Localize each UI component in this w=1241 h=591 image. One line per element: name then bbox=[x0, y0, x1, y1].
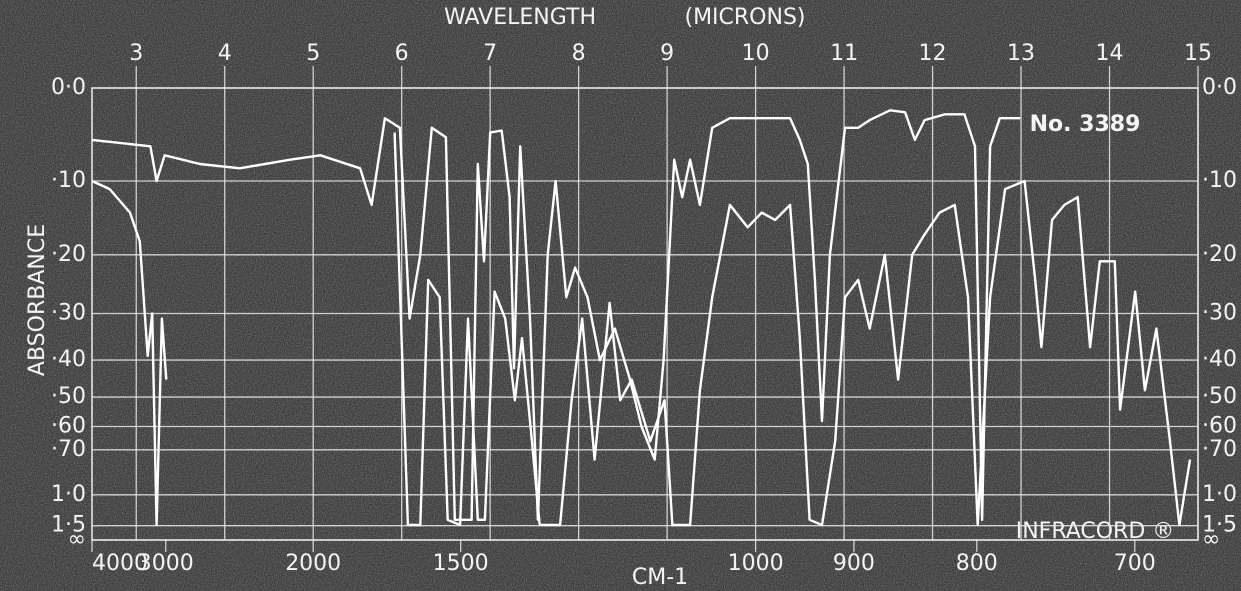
y-tick-label: 1·0 bbox=[51, 482, 86, 507]
y-tick-label-right: ·50 bbox=[1202, 384, 1237, 409]
y-tick-label: ·70 bbox=[51, 437, 86, 462]
x2-tick-label: 900 bbox=[833, 551, 875, 576]
y-tick-label-right: ·30 bbox=[1202, 300, 1237, 325]
spectrum-line bbox=[91, 109, 1021, 521]
y-tick-label-right: ·20 bbox=[1202, 242, 1237, 267]
y-tick-label: ·60 bbox=[51, 413, 86, 438]
y-tick-label-right: 0·0 bbox=[1202, 75, 1237, 100]
y-tick-label: ·50 bbox=[51, 384, 86, 409]
y-tick-label-right: 1·5 bbox=[1202, 513, 1237, 538]
y-tick-label: ·40 bbox=[51, 347, 86, 372]
x2-tick-label: 3000 bbox=[138, 551, 194, 576]
x-tick-label: 6 bbox=[395, 41, 409, 66]
y-tick-label: ·20 bbox=[51, 242, 86, 267]
x-tick-label: 15 bbox=[1184, 41, 1212, 66]
spectrum-line bbox=[91, 132, 1192, 527]
x-tick-label: 13 bbox=[1007, 41, 1035, 66]
x-tick-label: 8 bbox=[572, 41, 586, 66]
x-tick-label: 10 bbox=[742, 41, 770, 66]
plot-area: 0·0 0·0·10·10·20·20·30·30·40·40·50·50·60 ·… bbox=[51, 41, 1237, 576]
x2-axis-label: CM-1 bbox=[632, 565, 688, 590]
x-tick-label: 12 bbox=[919, 41, 947, 66]
y-tick-label: 0·0 bbox=[51, 75, 86, 100]
x2-tick-label: 1500 bbox=[433, 551, 489, 576]
x2-tick-label: 800 bbox=[956, 551, 998, 576]
x-tick-label: 5 bbox=[306, 41, 320, 66]
y-axis-label: ABSORBANCE bbox=[25, 224, 50, 376]
x-tick-label: 7 bbox=[483, 41, 497, 66]
y-tick-label: ·10 bbox=[51, 168, 86, 193]
y-tick-label: ·30 bbox=[51, 300, 86, 325]
y-tick-label: ∞ bbox=[68, 527, 86, 552]
y-tick-label-right: ·40 bbox=[1202, 347, 1237, 372]
annotation: No. 3389 bbox=[1030, 112, 1141, 137]
x2-tick-label: 4000 bbox=[92, 551, 148, 576]
y-tick-label-right: ·60 bbox=[1202, 413, 1237, 438]
y-tick-label-right: ·70 bbox=[1202, 437, 1237, 462]
chart-title: WAVELENGTH bbox=[444, 5, 596, 30]
x-tick-label: 4 bbox=[218, 41, 232, 66]
x2-tick-label: 2000 bbox=[285, 551, 341, 576]
y-tick-label-right: ·10 bbox=[1202, 168, 1237, 193]
y-tick-label: 1·5 bbox=[51, 513, 86, 538]
x-tick-label: 9 bbox=[660, 41, 674, 66]
x2-tick-label: 700 bbox=[1114, 551, 1156, 576]
x-tick-label: 11 bbox=[830, 41, 858, 66]
y-tick-label-right: 1·0 bbox=[1202, 482, 1237, 507]
x2-tick-label: 1000 bbox=[728, 551, 784, 576]
chart-subtitle: (MICRONS) bbox=[684, 5, 805, 30]
y-tick-label-right: ∞ bbox=[1202, 527, 1220, 552]
x-tick-label: 14 bbox=[1096, 41, 1124, 66]
x-tick-label: 3 bbox=[129, 41, 143, 66]
